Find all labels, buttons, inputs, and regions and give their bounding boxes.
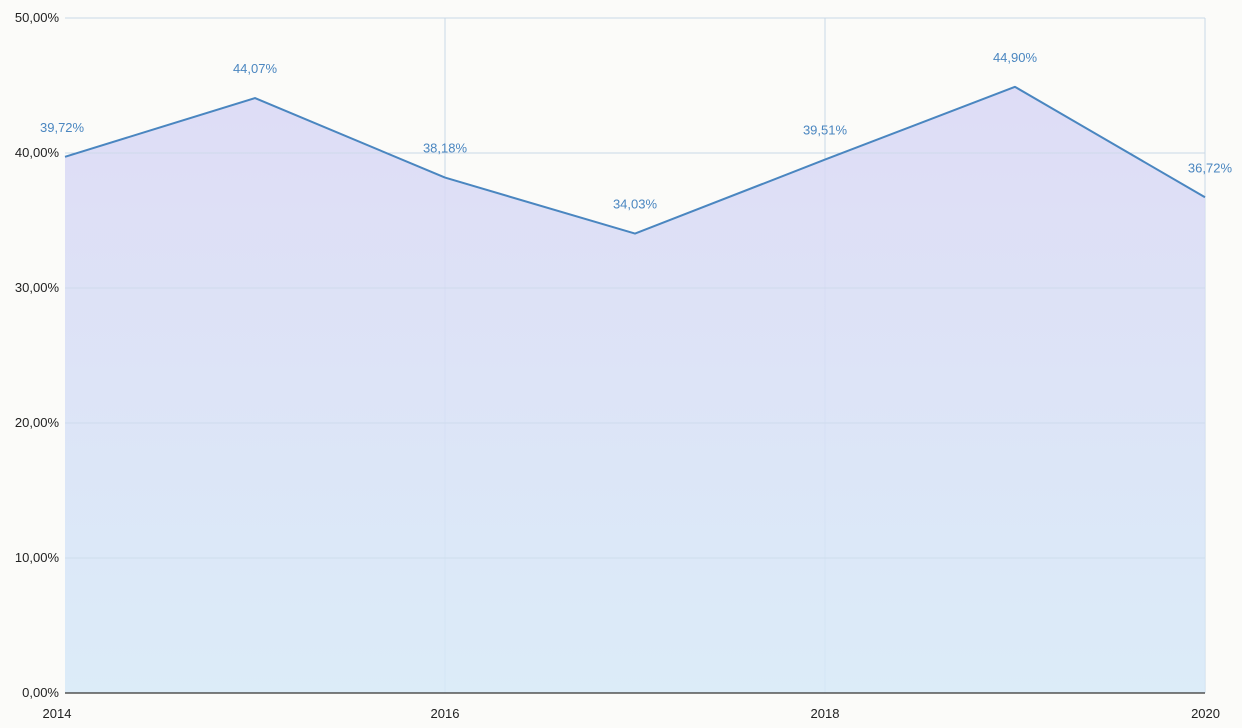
x-tick-label: 2018 [811, 706, 840, 721]
y-tick-label: 30,00% [15, 280, 60, 295]
data-label: 44,90% [993, 50, 1038, 65]
y-tick-label: 40,00% [15, 145, 60, 160]
area-fill [65, 86, 1205, 694]
axis-layer: 0,00% 10,00% 20,00% 30,00% 40,00% 50,00% 2014 2… [15, 10, 1220, 721]
y-tick-label: 50,00% [15, 10, 60, 25]
area-layer [64, 17, 1206, 694]
y-tick-label: 0,00% [22, 685, 59, 700]
data-label: 39,51% [803, 123, 848, 138]
data-label: 44,07% [233, 61, 278, 76]
series-line [64, 85, 1206, 235]
data-label: 39,72% [40, 120, 85, 135]
x-tick-label: 2016 [431, 706, 460, 721]
x-tick-label: 2014 [43, 706, 72, 721]
data-label: 38,18% [423, 141, 468, 156]
y-tick-label: 10,00% [15, 550, 60, 565]
data-label: 34,03% [613, 197, 658, 212]
data-label: 36,72% [1188, 160, 1233, 175]
data-labels: 39,72% 44,07% 38,18% 34,03% 39,51% 44,90% 36,7… [40, 50, 1232, 212]
x-tick-label: 2020 [1191, 706, 1220, 721]
y-tick-label: 20,00% [15, 415, 60, 430]
